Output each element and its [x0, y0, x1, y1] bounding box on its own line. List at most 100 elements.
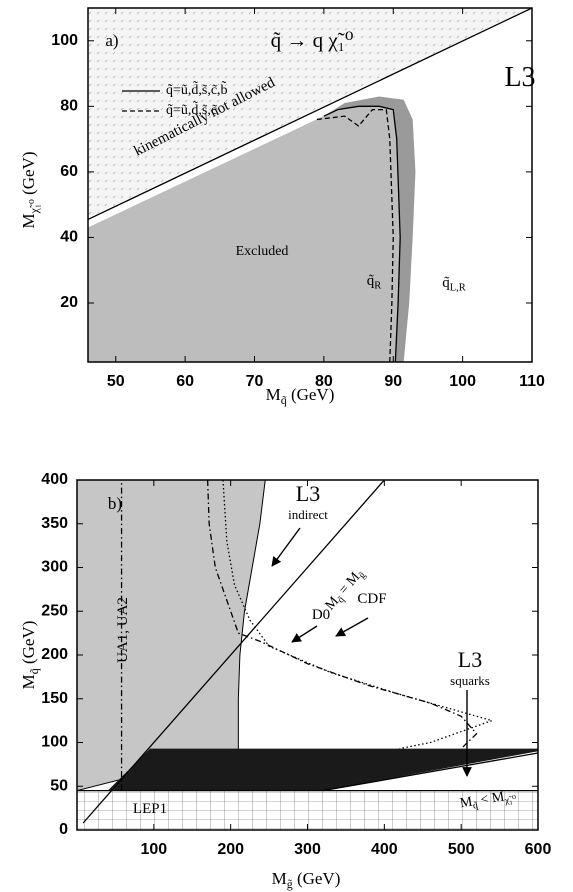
annotation: L3	[458, 647, 482, 672]
y-tick-label: 50	[50, 777, 68, 794]
y-tick-label: 350	[41, 515, 68, 532]
region	[77, 480, 266, 792]
legend-label-part: q̃=ũ,d̃,s̃,c̃	[166, 101, 217, 118]
y-axis-label-part: M	[19, 213, 38, 228]
plot-area	[77, 480, 538, 830]
annotation: indirect	[288, 507, 328, 522]
series-label: CDF	[357, 591, 386, 607]
x-axis-label-part: q̃	[281, 393, 287, 407]
series-label-part: CDF	[357, 591, 386, 607]
y-axis-label-part: q̃	[27, 668, 41, 674]
panel-label: a)	[105, 31, 118, 50]
region	[77, 790, 538, 830]
legend-label-part: q̃=ũ,d̃,s̃,c̃,b̃	[166, 81, 228, 98]
annotation-part: q̃	[367, 273, 375, 289]
annotation-part: R	[374, 281, 381, 292]
limit-line	[323, 105, 401, 362]
annotation-part: q̃	[442, 275, 450, 291]
annotation-part: g̃	[357, 570, 369, 581]
x-axis-label-part: g̃	[287, 877, 293, 891]
y-tick-label: 400	[41, 471, 68, 488]
annotation: q̃R	[367, 273, 382, 291]
annotation-part: indirect	[288, 507, 328, 522]
annotation: Excluded	[236, 244, 289, 259]
y-tick-label: 150	[41, 690, 68, 707]
annotation-part: squarks	[450, 673, 490, 688]
x-tick-label: 600	[525, 841, 552, 858]
annotation-part: χ̃₁⁰	[503, 794, 517, 807]
x-axis-label-part: M	[266, 385, 281, 404]
y-tick-label: 100	[41, 734, 68, 751]
x-tick-label: 400	[371, 841, 398, 858]
x-axis-label-part: M	[272, 869, 287, 888]
y-axis-label-part: χ̃₁⁰	[27, 199, 41, 214]
annotation-part: q̃	[336, 594, 348, 605]
boundary-line	[322, 752, 538, 792]
annotation-part: M	[459, 795, 474, 812]
region	[107, 748, 538, 791]
annotation-part: q̃	[472, 800, 479, 812]
y-tick-label: 80	[60, 98, 78, 115]
x-axis-label: Mg̃ (GeV)	[272, 869, 341, 891]
x-axis-label-part: (GeV)	[293, 869, 341, 888]
x-tick-label: 70	[246, 373, 264, 390]
x-tick-label: 500	[448, 841, 475, 858]
annotation-part: UA1, UA2	[115, 597, 131, 663]
boundary-line	[88, 8, 532, 221]
region	[88, 106, 401, 362]
legend-label: q̃=ũ,d̃,s̃,c̃,b̃	[166, 81, 228, 98]
annotation: L3	[296, 481, 320, 506]
annotation: LEP1	[133, 801, 167, 817]
y-axis-label-part: (GeV)	[19, 621, 38, 669]
panel-label-part: b)	[108, 494, 122, 513]
annotation: Mq̃ < Mχ̃₁⁰	[459, 788, 517, 814]
x-tick-label: 200	[217, 841, 244, 858]
y-tick-label: 250	[41, 602, 68, 619]
y-tick-label: 60	[60, 163, 78, 180]
y-tick-label: 100	[51, 32, 78, 49]
y-axis-label: Mχ̃₁⁰ (GeV)	[19, 152, 41, 229]
chart-title: q̃ → q χ̃₁⁰	[271, 28, 354, 52]
y-tick-label: 300	[41, 559, 68, 576]
panel-label-part: a)	[105, 31, 118, 50]
y-tick-label: 0	[59, 821, 68, 838]
arrow	[335, 617, 369, 637]
x-axis-label-part: (GeV)	[287, 385, 335, 404]
limit-line	[316, 108, 394, 362]
annotation: UA1, UA2	[115, 597, 131, 663]
x-axis-label: Mq̃ (GeV)	[266, 385, 335, 407]
plot-area	[88, 8, 532, 362]
plot-frame	[87, 7, 533, 363]
legend-label: q̃=ũ,d̃,s̃,c̃	[166, 101, 217, 118]
arrow	[291, 625, 318, 643]
x-tick-label: 300	[294, 841, 321, 858]
x-tick-label: 60	[176, 373, 194, 390]
y-tick-label: 20	[60, 294, 78, 311]
annotation-part: L3	[296, 481, 320, 506]
y-axis-label-part: M	[19, 674, 38, 689]
annotation: q̃L,R	[442, 275, 466, 293]
experiment-label-part: L3	[504, 62, 535, 93]
y-tick-label: 200	[41, 646, 68, 663]
series-label-part: D0	[312, 607, 330, 623]
x-tick-label: 110	[519, 373, 545, 390]
x-tick-label: 100	[449, 373, 476, 390]
x-tick-label: 100	[140, 841, 167, 858]
annotation-part: L,R	[450, 283, 466, 294]
y-axis-label-part: (GeV)	[19, 152, 38, 200]
y-tick-label: 40	[60, 229, 78, 246]
panel-label: b)	[108, 494, 122, 513]
x-tick-label: 50	[107, 373, 125, 390]
annotation-part: < M	[476, 790, 506, 809]
annotation-part: L3	[458, 647, 482, 672]
y-axis-label: Mq̃ (GeV)	[19, 621, 41, 690]
annotation: squarks	[450, 673, 490, 688]
series-label: D0	[312, 607, 330, 623]
chart-title-part: q̃ → q χ̃₁⁰	[271, 28, 354, 52]
boundary-line	[82, 480, 385, 824]
x-tick-label: 80	[315, 373, 333, 390]
arrow	[271, 527, 301, 567]
annotation-part: LEP1	[133, 801, 167, 817]
x-tick-label: 90	[384, 373, 402, 390]
